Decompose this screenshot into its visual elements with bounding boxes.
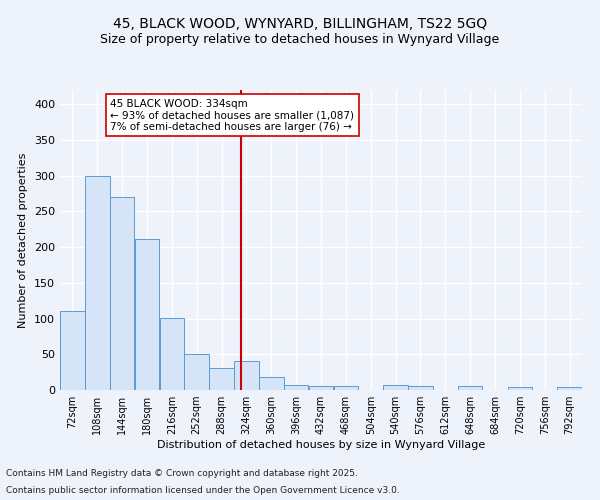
Bar xyxy=(408,386,433,390)
Y-axis label: Number of detached properties: Number of detached properties xyxy=(19,152,28,328)
Bar xyxy=(184,354,209,390)
Bar xyxy=(60,312,85,390)
Bar xyxy=(160,318,184,390)
Bar xyxy=(284,385,308,390)
Text: 45 BLACK WOOD: 334sqm
← 93% of detached houses are smaller (1,087)
7% of semi-de: 45 BLACK WOOD: 334sqm ← 93% of detached … xyxy=(110,98,355,132)
Bar xyxy=(110,197,134,390)
Bar xyxy=(209,368,234,390)
Bar xyxy=(259,377,284,390)
Bar xyxy=(334,386,358,390)
Bar xyxy=(135,238,159,390)
Bar xyxy=(234,360,259,390)
Bar xyxy=(309,386,333,390)
X-axis label: Distribution of detached houses by size in Wynyard Village: Distribution of detached houses by size … xyxy=(157,440,485,450)
Bar xyxy=(508,387,532,390)
Text: Size of property relative to detached houses in Wynyard Village: Size of property relative to detached ho… xyxy=(100,32,500,46)
Bar xyxy=(458,386,482,390)
Text: 45, BLACK WOOD, WYNYARD, BILLINGHAM, TS22 5GQ: 45, BLACK WOOD, WYNYARD, BILLINGHAM, TS2… xyxy=(113,18,487,32)
Text: Contains HM Land Registry data © Crown copyright and database right 2025.: Contains HM Land Registry data © Crown c… xyxy=(6,468,358,477)
Bar xyxy=(383,385,408,390)
Bar xyxy=(557,387,582,390)
Bar xyxy=(85,176,110,390)
Text: Contains public sector information licensed under the Open Government Licence v3: Contains public sector information licen… xyxy=(6,486,400,495)
